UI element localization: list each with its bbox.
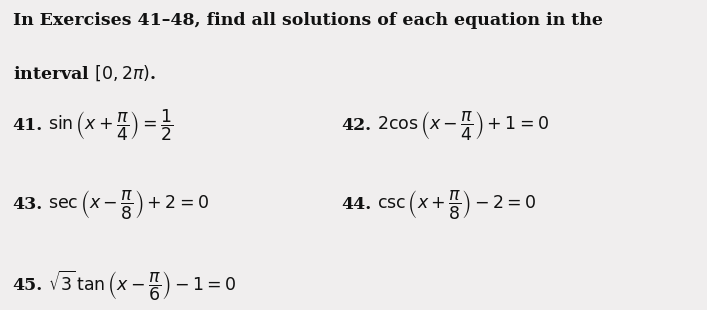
Text: $\sec\left(x-\dfrac{\pi}{8}\right)+2=0$: $\sec\left(x-\dfrac{\pi}{8}\right)+2=0$ <box>48 188 209 221</box>
Text: $\csc\left(x+\dfrac{\pi}{8}\right)-2=0$: $\csc\left(x+\dfrac{\pi}{8}\right)-2=0$ <box>378 188 537 221</box>
Text: 45.: 45. <box>13 277 43 294</box>
Text: 44.: 44. <box>341 196 372 213</box>
Text: interval $[0, 2\pi)$.: interval $[0, 2\pi)$. <box>13 64 156 83</box>
Text: 42.: 42. <box>341 117 371 134</box>
Text: 41.: 41. <box>13 117 43 134</box>
Text: $2\cos\left(x-\dfrac{\pi}{4}\right)+1=0$: $2\cos\left(x-\dfrac{\pi}{4}\right)+1=0$ <box>378 109 549 142</box>
Text: $\sin\left(x+\dfrac{\pi}{4}\right)=\dfrac{1}{2}$: $\sin\left(x+\dfrac{\pi}{4}\right)=\dfra… <box>48 108 174 144</box>
Text: In Exercises 41–48, find all solutions of each equation in the: In Exercises 41–48, find all solutions o… <box>13 12 602 29</box>
Text: 43.: 43. <box>13 196 43 213</box>
Text: $\sqrt{3}\,\tan\left(x-\dfrac{\pi}{6}\right)-1=0$: $\sqrt{3}\,\tan\left(x-\dfrac{\pi}{6}\ri… <box>48 268 237 303</box>
